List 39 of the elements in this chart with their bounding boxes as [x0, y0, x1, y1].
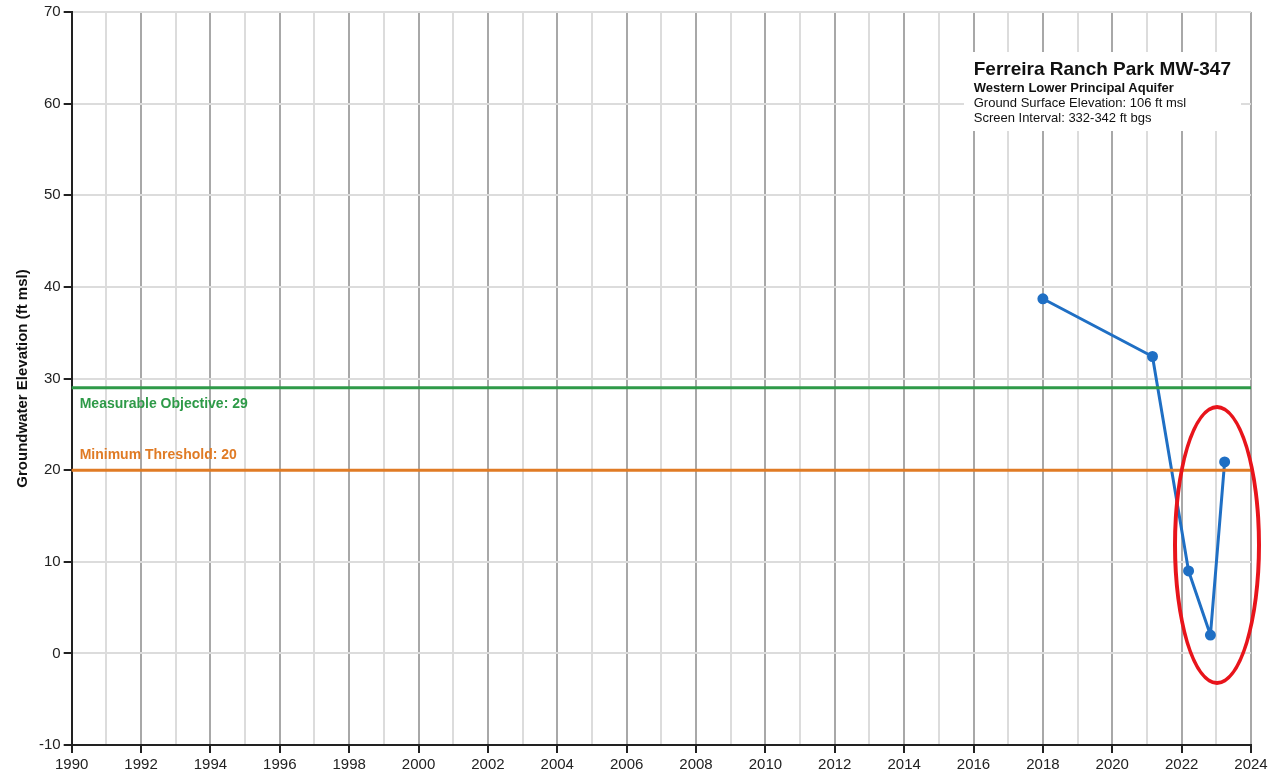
x-tick-label: 2020	[1095, 755, 1129, 773]
x-tick-label: 1996	[263, 755, 297, 773]
point	[1037, 293, 1049, 305]
y-axis-title: Groundwater Elevation (ft msl)	[13, 269, 31, 488]
x-tick-label: 2012	[818, 755, 852, 773]
x-tick-label: 2006	[609, 755, 644, 773]
x-tick-label: 2016	[956, 755, 991, 773]
y-tick-label: 60	[43, 93, 61, 111]
x-tick-label: 2004	[540, 755, 574, 773]
x-tick-label: 1990	[54, 755, 89, 773]
ref-line-label: Measurable Objective: 29	[79, 394, 248, 411]
y-tick-label: 0	[52, 643, 61, 661]
y-tick-label: 10	[43, 551, 61, 569]
x-tick-label: 2022	[1164, 755, 1199, 773]
x-tick-label: 2002	[471, 755, 505, 773]
point	[1146, 351, 1158, 363]
y-tick-label: -10	[38, 735, 61, 753]
annotation: Screen Interval: 332-342 ft bgs	[973, 110, 1153, 125]
x-tick-label: 1998	[332, 755, 366, 773]
x-tick-label: 2010	[748, 755, 783, 773]
annotation: Ground Surface Elevation: 106 ft msl	[973, 95, 1188, 110]
x-tick-label: 2008	[679, 755, 713, 773]
x-tick-label: 2014	[887, 755, 921, 773]
text: Ferreira Ranch Park MW-347	[973, 58, 1231, 80]
x-tick-label: 2000	[401, 755, 436, 773]
x-tick-label: 1992	[124, 755, 158, 773]
point	[1219, 456, 1231, 468]
x-tick-label: 1994	[193, 755, 228, 773]
y-tick-label: 50	[43, 185, 61, 203]
x-tick-label: 2018	[1026, 755, 1060, 773]
ref-line-label: Minimum Threshold: 20	[79, 445, 238, 462]
point	[1204, 629, 1216, 641]
y-tick-label: 30	[43, 368, 61, 386]
point	[1183, 565, 1195, 577]
y-tick-label: 70	[43, 2, 61, 20]
y-tick-label: 40	[43, 277, 61, 295]
y-tick-label: 20	[43, 460, 61, 478]
x-tick-label: 2024	[1234, 755, 1268, 773]
text: Western Lower Principal Aquifer	[973, 80, 1175, 95]
